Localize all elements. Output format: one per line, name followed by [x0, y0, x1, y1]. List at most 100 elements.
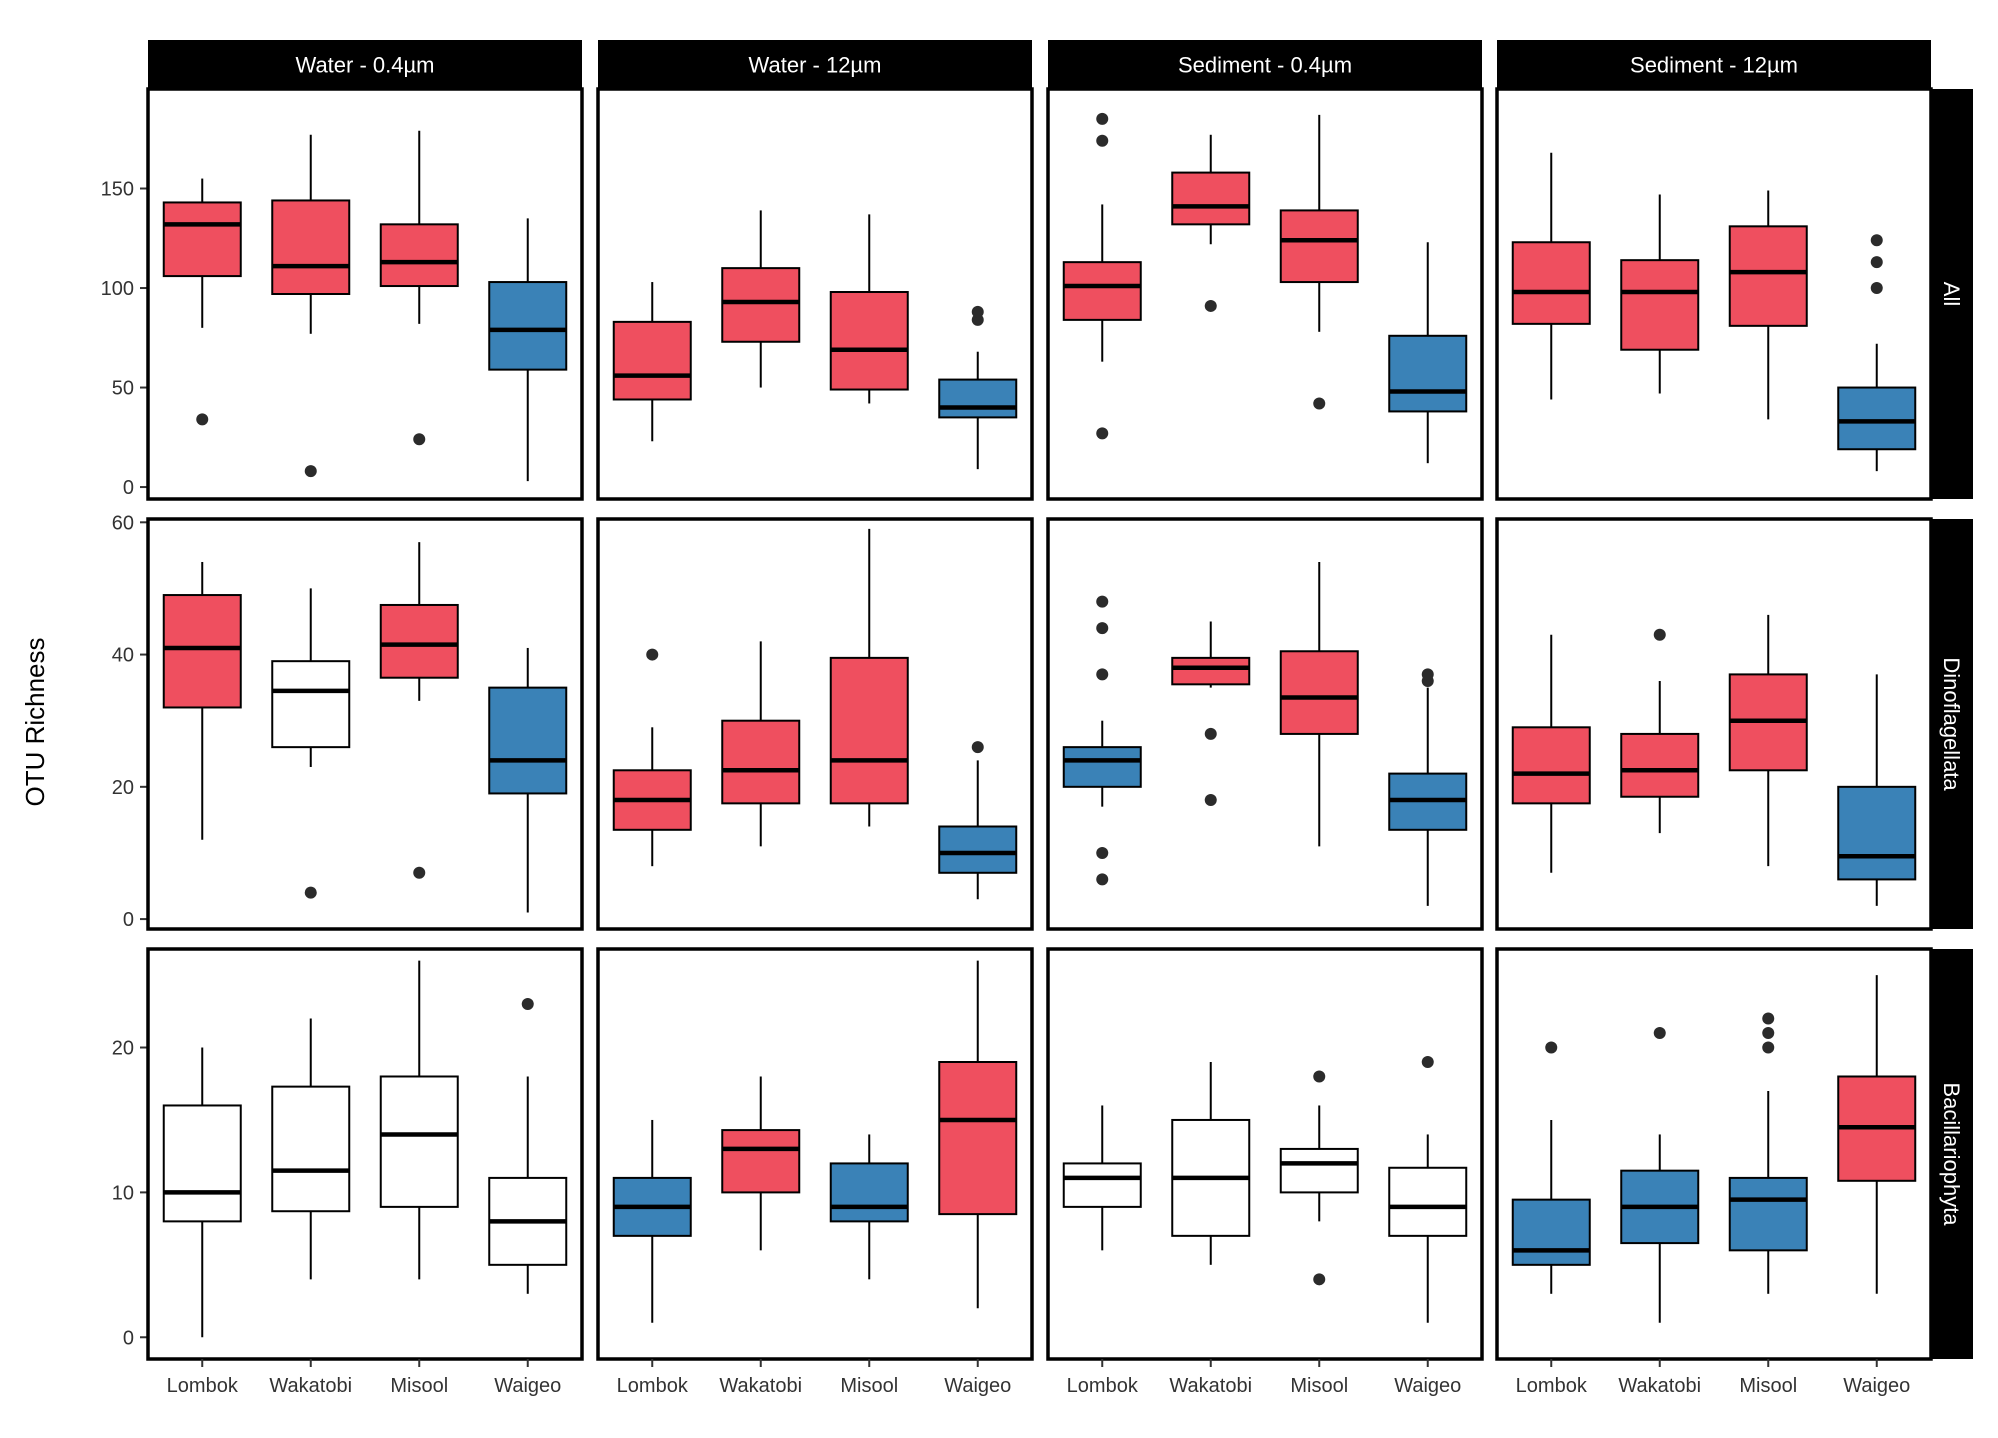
panel-border — [1495, 947, 1933, 1361]
panel-border — [1495, 87, 1933, 501]
outlier-point-wakatobi — [304, 886, 317, 899]
x-tick-label-waigeo: Waigeo — [494, 1375, 561, 1397]
x-tick-label-lombok: Lombok — [1516, 1375, 1588, 1397]
box-waigeo — [1837, 785, 1917, 881]
outlier-point-lombok — [1096, 112, 1109, 125]
outlier-point-wakatobi — [1204, 727, 1217, 740]
panel-bacillariophyta-sediment-12-m — [1495, 947, 1933, 1361]
panel-dinoflagellata-sediment-12-m — [1495, 517, 1933, 931]
box-misool — [379, 1075, 459, 1208]
box-waigeo — [1388, 334, 1468, 413]
box-wakatobi — [721, 1129, 801, 1194]
panel-all-sediment-0-4-m — [1046, 87, 1484, 501]
outlier-point-waigeo — [971, 305, 984, 318]
box-waigeo — [488, 686, 568, 795]
box-wakatobi — [1620, 732, 1700, 798]
row-strip-label-dinoflagellata: Dinoflagellata — [1939, 657, 1964, 791]
box-waigeo — [1388, 1166, 1468, 1237]
box-lombok — [162, 594, 242, 709]
panel-border — [146, 87, 584, 501]
box-wakatobi — [1620, 259, 1700, 351]
row-strip-dinoflagellata — [1931, 519, 1973, 929]
box-waigeo — [938, 1061, 1018, 1216]
box-waigeo — [938, 378, 1018, 419]
x-tick-label-wakatobi: Wakatobi — [1618, 1375, 1701, 1397]
outlier-point-lombok — [646, 648, 659, 661]
y-tick-label-bacillariophyta-10: 10 — [112, 1182, 134, 1204]
strip-label-sediment-12-m: Sediment - 12µm — [1630, 53, 1798, 78]
x-tick-label-misool: Misool — [840, 1375, 898, 1397]
panel-border — [596, 947, 1034, 1361]
strip-sediment-12-m — [1497, 40, 1931, 89]
outlier-point-misool — [1313, 397, 1326, 410]
outlier-point-wakatobi — [1204, 794, 1217, 807]
row-strip-all — [1931, 89, 1973, 499]
strip-water-12-m — [598, 40, 1032, 89]
outlier-point-misool — [413, 433, 426, 446]
outlier-point-waigeo — [1870, 234, 1883, 247]
box-misool — [1279, 1147, 1359, 1194]
panel-border — [1046, 517, 1484, 931]
outlier-point-lombok — [1545, 1041, 1558, 1054]
outlier-point-wakatobi — [1653, 628, 1666, 641]
x-tick-label-waigeo: Waigeo — [1394, 1375, 1461, 1397]
box-waigeo — [488, 281, 568, 371]
strip-water-0-4-m — [148, 40, 582, 89]
y-tick-label-dinoflagellata-60: 60 — [112, 512, 134, 534]
outlier-point-lombok — [1096, 134, 1109, 147]
panel-border — [596, 517, 1034, 931]
box-lombok — [162, 201, 242, 278]
strip-label-water-0-4-m: Water - 0.4µm — [296, 53, 435, 78]
box-misool — [1728, 1176, 1808, 1252]
outlier-point-wakatobi — [1653, 1027, 1666, 1040]
outlier-point-misool — [1313, 1273, 1326, 1286]
box-misool — [1279, 209, 1359, 284]
x-tick-label-lombok: Lombok — [617, 1375, 689, 1397]
outlier-point-waigeo — [1421, 1056, 1434, 1069]
panel-dinoflagellata-water-12-m — [596, 517, 1034, 931]
box-wakatobi — [721, 267, 801, 343]
outlier-point-lombok — [1096, 595, 1109, 608]
x-tick-label-misool: Misool — [1290, 1375, 1348, 1397]
box-lombok — [1511, 241, 1591, 325]
outlier-point-lombok — [1096, 668, 1109, 681]
outlier-point-wakatobi — [304, 465, 317, 478]
outlier-point-waigeo — [1870, 256, 1883, 269]
y-tick-label-all-0: 0 — [123, 477, 134, 499]
box-misool — [379, 223, 459, 288]
x-tick-label-lombok: Lombok — [167, 1375, 239, 1397]
outlier-point-waigeo — [521, 998, 534, 1011]
box-lombok — [162, 1104, 242, 1223]
y-tick-label-dinoflagellata-0: 0 — [123, 909, 134, 931]
box-lombok — [1062, 261, 1142, 321]
strip-sediment-0-4-m — [1048, 40, 1482, 89]
panel-border — [146, 517, 584, 931]
x-tick-label-misool: Misool — [390, 1375, 448, 1397]
outlier-point-lombok — [196, 413, 209, 426]
x-tick-label-waigeo: Waigeo — [1843, 1375, 1910, 1397]
panel-all-sediment-12-m — [1495, 87, 1933, 501]
y-tick-label-all-50: 50 — [112, 378, 134, 400]
panel-bacillariophyta-sediment-0-4-m — [1046, 947, 1484, 1361]
box-misool — [829, 1162, 909, 1223]
outlier-point-lombok — [1096, 622, 1109, 635]
box-misool — [829, 291, 909, 391]
row-strip-bacillariophyta — [1931, 949, 1973, 1359]
box-lombok — [1511, 726, 1591, 805]
outlier-point-wakatobi — [1204, 299, 1217, 312]
panel-dinoflagellata-water-0-4-m — [146, 517, 584, 931]
panel-all-water-0-4-m — [146, 87, 584, 501]
x-tick-label-waigeo: Waigeo — [944, 1375, 1011, 1397]
box-waigeo — [1837, 386, 1917, 451]
box-misool — [1728, 225, 1808, 327]
outlier-point-misool — [1762, 1012, 1775, 1025]
y-tick-label-dinoflagellata-40: 40 — [112, 645, 134, 667]
box-misool — [379, 603, 459, 679]
outlier-point-lombok — [1096, 427, 1109, 440]
x-tick-label-wakatobi: Wakatobi — [1169, 1375, 1252, 1397]
outlier-point-waigeo — [971, 741, 984, 754]
box-wakatobi — [1171, 656, 1251, 686]
row-strip-label-bacillariophyta: Bacillariophyta — [1939, 1082, 1964, 1226]
x-tick-label-misool: Misool — [1739, 1375, 1797, 1397]
